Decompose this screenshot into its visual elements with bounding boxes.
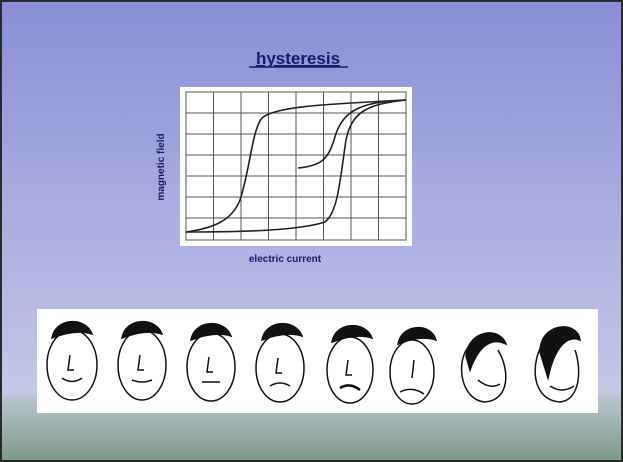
x-axis-label: electric current [249, 254, 322, 265]
title: hysteresis [256, 49, 340, 68]
faces-background [37, 309, 598, 413]
y-axis-label: magnetic field [156, 133, 167, 200]
slide: hysteresis magnetic field electric curre… [0, 0, 623, 462]
graph: magnetic field electric current [156, 87, 412, 265]
page: hysteresis magnetic field electric curre… [0, 0, 623, 462]
faces-strip [37, 309, 598, 413]
